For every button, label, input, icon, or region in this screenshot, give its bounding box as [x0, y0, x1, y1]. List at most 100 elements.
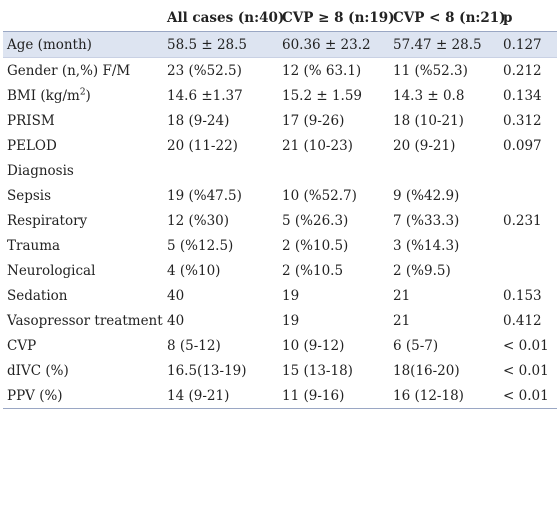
- row-cvp-low: 14.3 ± 0.8: [393, 87, 465, 104]
- row-label: PRISM: [7, 112, 55, 129]
- row-cvp-low: 16 (12-18): [389, 383, 499, 409]
- row-p-value: 0.134: [503, 87, 542, 104]
- row-label: PPV (%): [3, 383, 163, 409]
- header-all-cases: All cases (n:40): [167, 9, 285, 26]
- table-row: Vasopressor treatment 40 19 21 0.412: [3, 308, 557, 333]
- row-cvp-high: 10 (%52.7): [282, 187, 357, 204]
- row-label: Diagnosis: [7, 162, 74, 179]
- row-label: PELOD: [7, 137, 57, 154]
- row-all-cases: 14.6 ±1.37: [167, 87, 243, 104]
- row-all-cases: 58.5 ± 28.5: [163, 31, 278, 58]
- row-label: Respiratory: [7, 212, 88, 229]
- table-row: Gender (n,%) F/M 23 (%52.5) 12 (% 63.1) …: [3, 58, 557, 84]
- row-p-value: < 0.01: [503, 337, 549, 354]
- row-cvp-low: 21: [393, 312, 411, 329]
- row-label: Age (month): [3, 31, 163, 58]
- row-label: Trauma: [7, 237, 61, 254]
- table-row: Respiratory 12 (%30) 5 (%26.3) 7 (%33.3)…: [3, 208, 557, 233]
- row-p-value: 0.312: [503, 112, 542, 129]
- table-row: dIVC (%) 16.5(13-19) 15 (13-18) 18(16-20…: [3, 358, 557, 383]
- header-cvp-high: CVP ≥ 8 (n:19): [282, 9, 395, 26]
- header-label-cell: [3, 4, 163, 32]
- table-row: Sedation 40 19 21 0.153: [3, 283, 557, 308]
- row-cvp-low: 18(16-20): [393, 362, 460, 379]
- row-cvp-high: 21 (10-23): [282, 137, 353, 154]
- table-row: PPV (%) 14 (9-21) 11 (9-16) 16 (12-18) <…: [3, 383, 557, 409]
- row-label-end: ): [85, 87, 91, 104]
- table-row: Diagnosis: [3, 158, 557, 183]
- row-label: Sepsis: [7, 187, 52, 204]
- row-all-cases: [163, 158, 278, 183]
- row-cvp-high: 15 (13-18): [282, 362, 353, 379]
- row-cvp-high: 19: [282, 312, 300, 329]
- row-cvp-high: 12 (% 63.1): [282, 62, 362, 79]
- row-cvp-high: 2 (%10.5): [282, 237, 349, 254]
- row-all-cases: 23 (%52.5): [167, 62, 242, 79]
- row-p-value: < 0.01: [499, 383, 557, 409]
- row-label-main: BMI (kg/m: [7, 87, 80, 104]
- row-cvp-low: 2 (%9.5): [393, 262, 451, 279]
- row-p-value: 0.127: [499, 31, 557, 58]
- row-cvp-low: 7 (%33.3): [393, 212, 460, 229]
- row-label: Sedation: [7, 287, 68, 304]
- row-all-cases: 14 (9-21): [163, 383, 278, 409]
- row-cvp-low: 11 (%52.3): [393, 62, 468, 79]
- row-label: Neurological: [7, 262, 96, 279]
- table-row: PELOD 20 (11-22) 21 (10-23) 20 (9-21) 0.…: [3, 133, 557, 158]
- row-cvp-low: 6 (5-7): [393, 337, 439, 354]
- row-label: Vasopressor treatment: [7, 312, 163, 329]
- row-cvp-high: 19: [282, 287, 300, 304]
- row-cvp-low: [389, 158, 499, 183]
- row-cvp-high: 15.2 ± 1.59: [282, 87, 363, 104]
- row-cvp-high: 11 (9-16): [278, 383, 389, 409]
- row-cvp-high: 10 (9-12): [282, 337, 345, 354]
- row-all-cases: 8 (5-12): [167, 337, 221, 354]
- table-row: Trauma 5 (%12.5) 2 (%10.5) 3 (%14.3): [3, 233, 557, 258]
- row-p-value: < 0.01: [503, 362, 549, 379]
- row-p-value: 0.097: [503, 137, 542, 154]
- row-cvp-low: 18 (10-21): [393, 112, 464, 129]
- row-all-cases: 4 (%10): [167, 262, 221, 279]
- row-cvp-low: 20 (9-21): [393, 137, 456, 154]
- row-p-value: 0.153: [503, 287, 542, 304]
- row-label-superscript: 2: [79, 87, 86, 97]
- row-p-value: 0.412: [503, 312, 542, 329]
- row-cvp-low: 3 (%14.3): [393, 237, 460, 254]
- header-cvp-low: CVP < 8 (n:21): [393, 9, 506, 26]
- table-row: Neurological 4 (%10) 2 (%10.5 2 (%9.5): [3, 258, 557, 283]
- row-label: CVP: [7, 337, 37, 354]
- table-row: BMI (kg/m2) 14.6 ±1.37 15.2 ± 1.59 14.3 …: [3, 83, 557, 108]
- header-p-value: p: [503, 9, 513, 26]
- row-cvp-high: 2 (%10.5: [282, 262, 344, 279]
- table-row: Age (month) 58.5 ± 28.5 60.36 ± 23.2 57.…: [3, 31, 557, 58]
- row-all-cases: 19 (%47.5): [167, 187, 242, 204]
- row-p-value: [499, 183, 557, 208]
- table-row: CVP 8 (5-12) 10 (9-12) 6 (5-7) < 0.01: [3, 333, 557, 358]
- row-label: BMI (kg/m2): [3, 83, 163, 108]
- row-p-value: [499, 158, 557, 183]
- row-all-cases: 5 (%12.5): [167, 237, 234, 254]
- row-p-value: 0.212: [503, 62, 542, 79]
- row-all-cases: 16.5(13-19): [167, 362, 247, 379]
- row-p-value: [499, 258, 557, 283]
- table-row: PRISM 18 (9-24) 17 (9-26) 18 (10-21) 0.3…: [3, 108, 557, 133]
- row-label: Gender (n,%) F/M: [7, 62, 131, 79]
- row-all-cases: 40: [167, 312, 185, 329]
- demographics-table: All cases (n:40) CVP ≥ 8 (n:19) CVP < 8 …: [3, 4, 557, 409]
- row-cvp-low: 9 (%42.9): [393, 187, 460, 204]
- row-label: dIVC (%): [7, 362, 69, 379]
- row-cvp-high: 60.36 ± 23.2: [278, 31, 389, 58]
- row-all-cases: 18 (9-24): [167, 112, 230, 129]
- row-all-cases: 20 (11-22): [167, 137, 238, 154]
- row-cvp-low: 21: [393, 287, 411, 304]
- row-cvp-high: [278, 158, 389, 183]
- table-header-row: All cases (n:40) CVP ≥ 8 (n:19) CVP < 8 …: [3, 4, 557, 32]
- row-p-value: [499, 233, 557, 258]
- row-cvp-high: 17 (9-26): [282, 112, 345, 129]
- row-all-cases: 12 (%30): [167, 212, 230, 229]
- row-cvp-low: 57.47 ± 28.5: [389, 31, 499, 58]
- table-row: Sepsis 19 (%47.5) 10 (%52.7) 9 (%42.9): [3, 183, 557, 208]
- row-p-value: 0.231: [503, 212, 542, 229]
- row-all-cases: 40: [167, 287, 185, 304]
- row-cvp-high: 5 (%26.3): [282, 212, 349, 229]
